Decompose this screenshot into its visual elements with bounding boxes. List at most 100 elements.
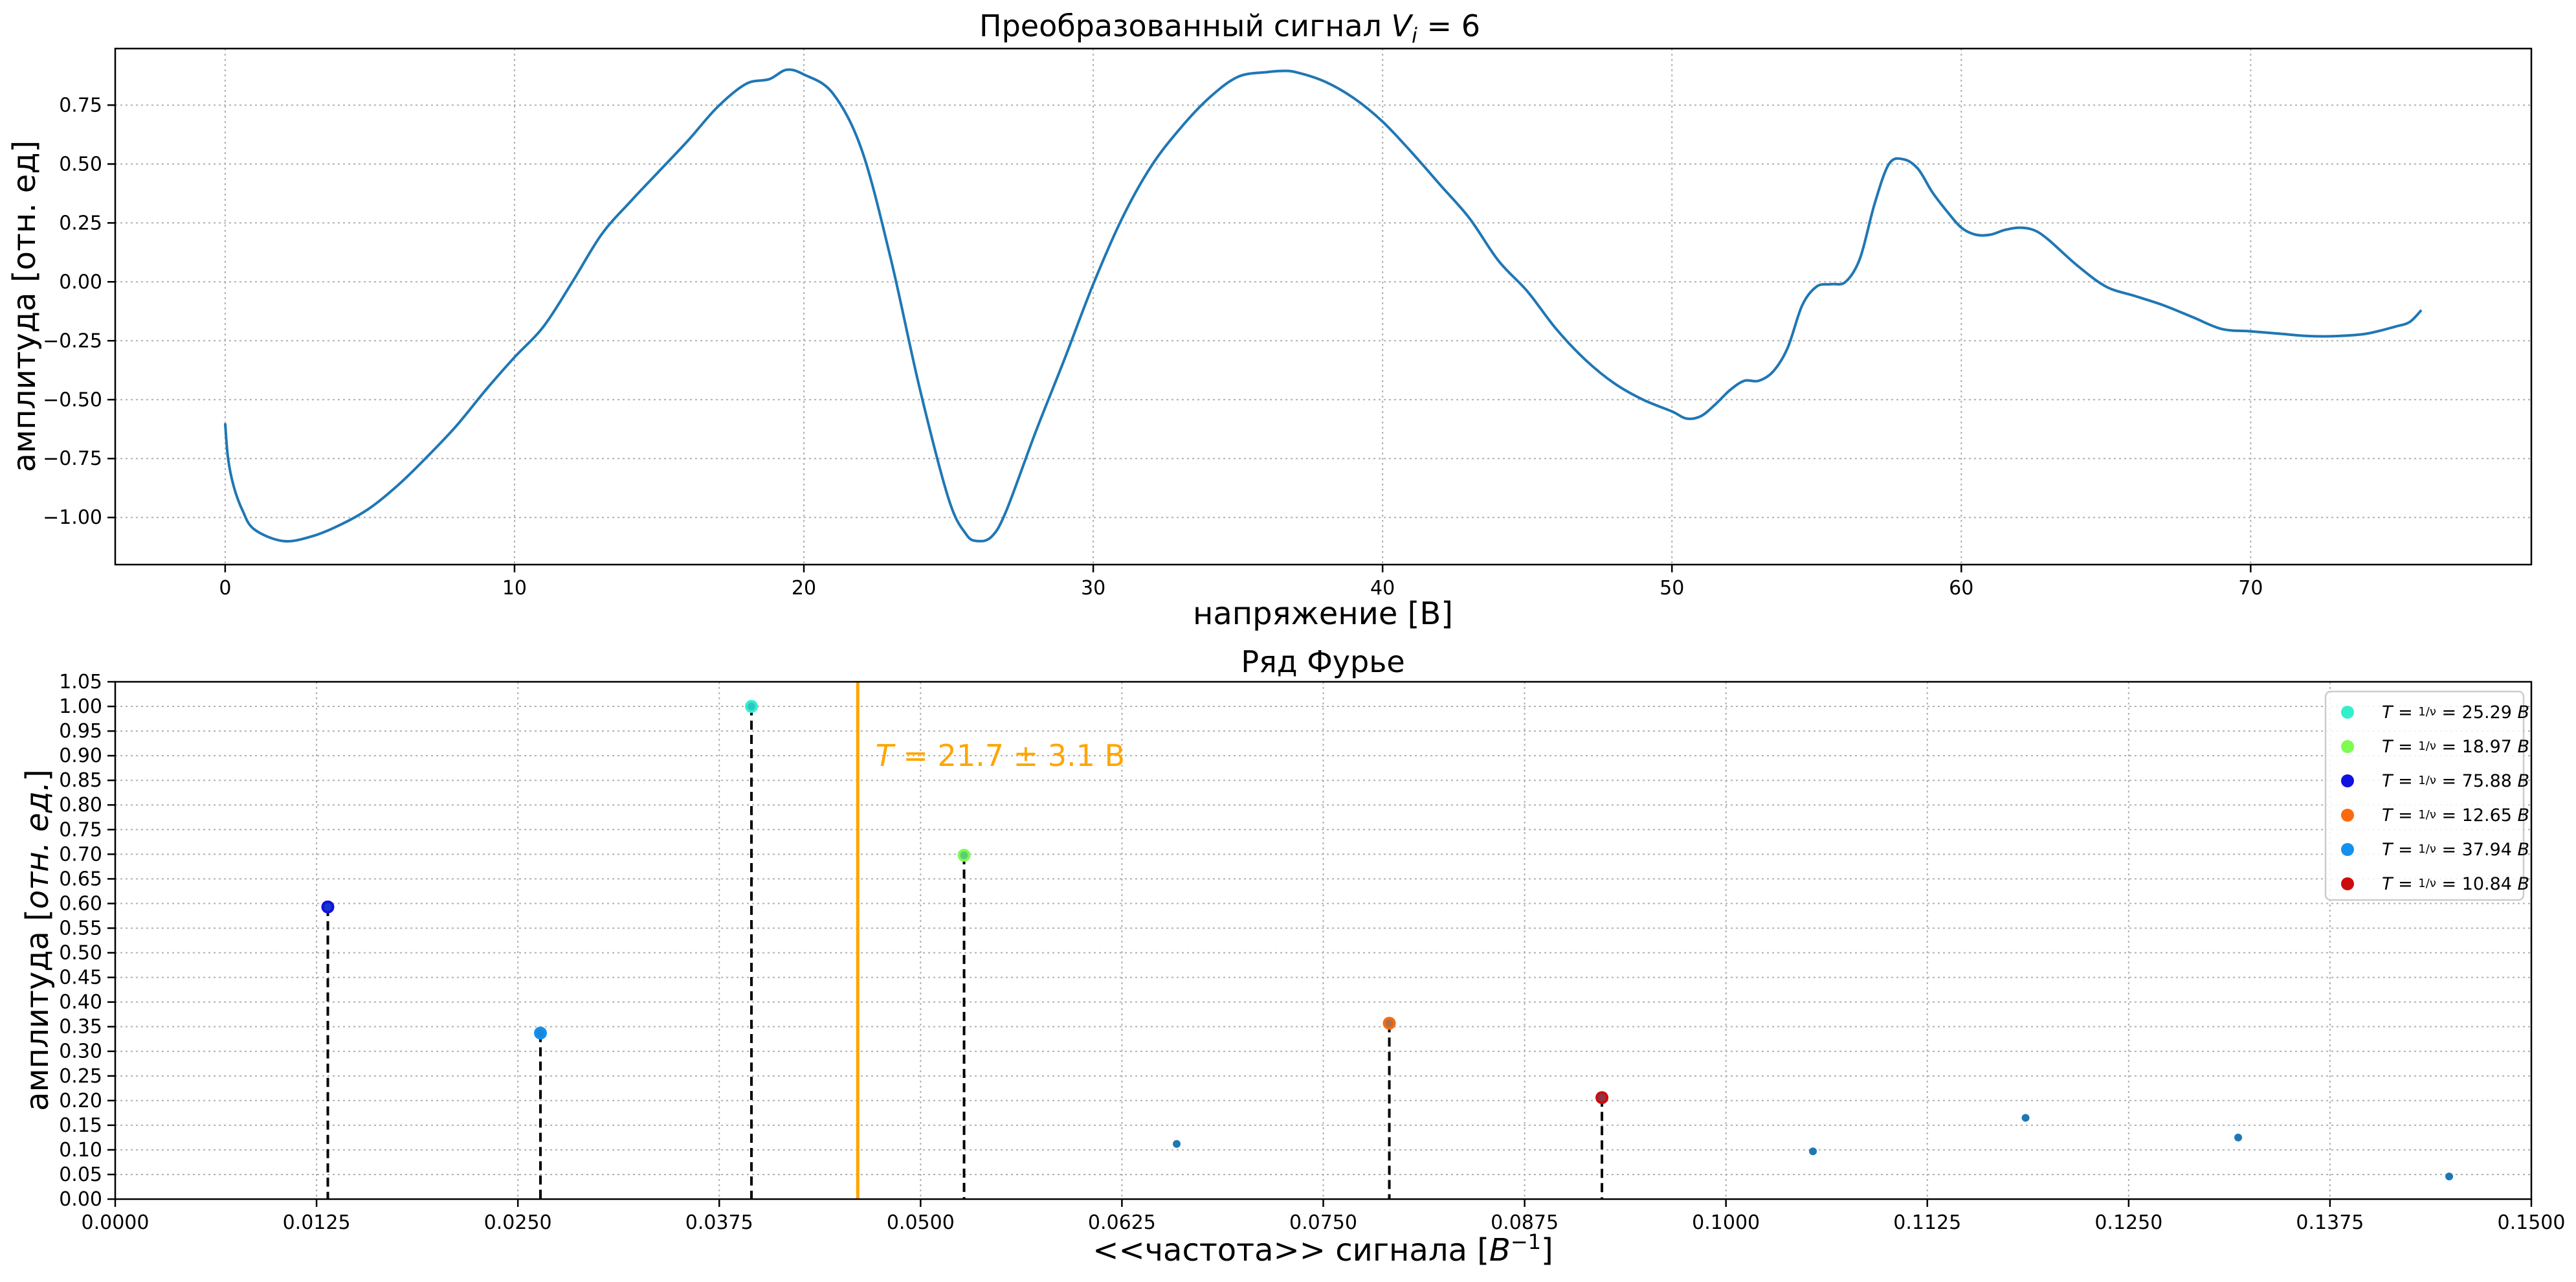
fourier-plot-x-label: <<частота>> сигнала [B−1] [1093,1230,1553,1268]
y-tick-label: 0.50 [59,942,102,965]
fourier-point [2445,1172,2454,1180]
y-tick: 0.45 [59,967,115,989]
signal-plot-grid [115,49,2531,565]
x-tick-label: 0.1250 [2094,1211,2162,1234]
legend-marker [2341,877,2354,890]
legend-items: T = 1/ν = 25.29 B T = 1/ν = 18.97 B T = 1/… [2341,703,2529,894]
legend-box [2324,690,2525,901]
x-tick-label: 0.0500 [887,1211,955,1234]
y-tick: 1.00 [59,695,115,718]
y-tick: 0.95 [59,720,115,743]
y-tick-label: −0.50 [43,388,102,411]
y-tick-label: 0.45 [59,967,102,989]
fourier-peak-core [748,703,756,711]
fourier-peak-point [957,848,971,862]
signal-plot-x-label: напряжение [В] [1193,596,1453,632]
x-tick: 0 [219,565,231,600]
legend-entry: T = 1/ν = 10.84 B [2341,874,2529,894]
y-tick: 0.05 [59,1164,115,1186]
y-tick-label: 0.55 [59,917,102,939]
y-tick-label: 1.00 [59,695,102,718]
signal-plot: Преобразованный сигнал Vi = 6 0 10 20 30 40 5… [6,8,2533,632]
y-tick-label: 0.75 [59,94,102,117]
legend-marker [2341,774,2354,787]
y-tick-label: 0.15 [59,1114,102,1137]
y-tick-label: 0.00 [59,1188,102,1211]
x-tick-label: 60 [1949,577,1973,600]
y-tick: −0.50 [43,388,115,411]
x-tick: 0.1375 [2296,1199,2364,1234]
fourier-peak-point [534,1026,548,1040]
fourier-plot-frame [114,680,2533,1200]
legend-entry: T = 1/ν = 37.94 B [2341,840,2529,860]
fourier-plot-x-ticks: 0.0000 0.0125 0.0250 0.0375 0.0500 0.0625 0.07… [82,1199,2566,1234]
y-tick: 0.00 [59,271,115,293]
fourier-point [2021,1114,2030,1122]
fourier-point [2234,1133,2243,1141]
x-tick-label: 0.0125 [283,1211,351,1234]
y-tick: 0.00 [59,1188,115,1211]
signal-plot-frame [114,47,2533,566]
y-tick: 0.20 [59,1090,115,1112]
signal-plot-title: Преобразованный сигнал Vi = 6 [979,8,1480,48]
x-tick: 0.0750 [1289,1199,1357,1234]
y-tick: 0.85 [59,769,115,792]
x-tick-label: 0.0000 [82,1211,150,1234]
y-tick-label: 0.90 [59,745,102,767]
y-tick-label: 1.05 [59,671,102,693]
legend-label: T = 1/ν = 75.88 B [2382,771,2529,791]
y-tick: −0.75 [43,447,115,470]
legend-label: T = 1/ν = 37.94 B [2382,840,2529,860]
period-annotation: T = 21.7 ± 3.1 B [876,738,1125,773]
legend-entry: T = 1/ν = 75.88 B [2341,771,2529,791]
x-tick: 0.0250 [484,1199,552,1234]
legend-marker [2341,706,2354,719]
x-tick: 0.1500 [2498,1199,2566,1234]
y-tick: 0.25 [59,212,115,234]
fourier-point [1809,1147,1817,1156]
y-tick: 0.50 [59,153,115,175]
x-tick: 30 [1081,565,1105,600]
x-tick: 0.1125 [1893,1199,1961,1234]
y-tick-label: −0.25 [43,330,102,352]
x-tick: 60 [1949,565,1973,600]
y-tick-label: 0.95 [59,720,102,743]
x-tick-label: 30 [1081,577,1105,600]
fourier-peak-core [537,1029,545,1037]
x-tick-label: 0.1375 [2296,1211,2364,1234]
y-tick-label: 0.25 [59,1065,102,1088]
y-tick: 0.50 [59,942,115,965]
legend-marker [2341,740,2354,753]
fourier-plot-y-ticks: 0.000.050.100.150.200.250.300.350.400.45… [59,671,115,1211]
y-tick: 0.60 [59,892,115,915]
legend: T = 1/ν = 25.29 B T = 1/ν = 18.97 B T = 1/… [2324,690,2529,901]
legend-entry: T = 1/ν = 18.97 B [2341,737,2529,757]
x-tick: 0.1000 [1692,1199,1760,1234]
y-tick-label: 0.70 [59,843,102,866]
y-tick-label: 0.05 [59,1164,102,1186]
x-tick: 20 [792,565,816,600]
x-tick-label: 0.0750 [1289,1211,1357,1234]
fourier-plot-y-label: амплитуда [отн. ед.] [19,769,56,1111]
y-tick: 1.05 [59,671,115,693]
fourier-peak-point [1382,1017,1396,1030]
x-tick-label: 0.1125 [1893,1211,1961,1234]
x-tick-label: 0.1500 [2498,1211,2566,1234]
x-tick: 50 [1660,565,1684,600]
x-tick-label: 0.0625 [1088,1211,1156,1234]
y-tick: 0.55 [59,917,115,939]
x-tick-label: 0.1000 [1692,1211,1760,1234]
y-tick: 0.65 [59,868,115,890]
y-tick-label: −0.75 [43,447,102,470]
legend-label: T = 1/ν = 10.84 B [2382,874,2529,894]
fourier-plot: Ряд Фурье 0.0000 0.0125 0.0250 0.0375 0.0500… [19,644,2565,1268]
x-tick-label: 0.0375 [685,1211,753,1234]
y-tick: 0.40 [59,991,115,1014]
x-tick: 0.0875 [1491,1199,1559,1234]
y-tick: 0.75 [59,94,115,117]
fourier-peak-point [745,700,759,714]
x-tick: 40 [1370,565,1395,600]
legend-marker [2341,809,2354,822]
x-tick-label: 10 [502,577,527,600]
